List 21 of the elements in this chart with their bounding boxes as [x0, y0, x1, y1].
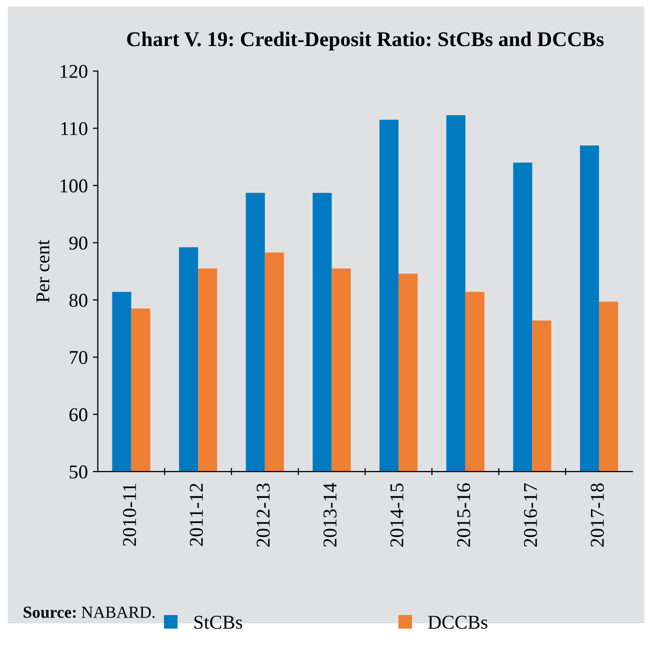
- x-tick-label: 2011-12: [190, 484, 203, 546]
- legend-label: DCCBs: [428, 616, 488, 629]
- x-tick-label: 2016-17: [524, 483, 538, 547]
- x-tick-label: 2015-16: [457, 483, 470, 547]
- chart-title: Chart V. 19: Credit-Deposit Ratio: StCBs and DCCBs: [127, 32, 604, 50]
- y-tick-label: 90: [69, 236, 88, 250]
- y-tick-label: 70: [70, 350, 88, 364]
- x-tick-label: 2013-14: [323, 482, 337, 547]
- source-note: Source: NABARD.: [24, 606, 155, 618]
- x-tick-label: 2017-18: [590, 483, 604, 547]
- y-axis-title: Per cent: [36, 240, 50, 302]
- y-tick-label: 80: [69, 294, 88, 307]
- x-tick-label: 2012-13: [256, 483, 270, 547]
- legend-label: StCBs: [194, 616, 242, 629]
- y-tick-label: 60: [69, 408, 88, 422]
- y-tick-label: 100: [60, 179, 88, 192]
- y-tick-label: 50: [70, 465, 88, 479]
- y-tick-label: 120: [60, 64, 88, 78]
- y-tick-label: 110: [61, 122, 88, 136]
- x-tick-label: 2010-11: [122, 484, 136, 546]
- x-tick-label: 2014-15: [390, 483, 404, 547]
